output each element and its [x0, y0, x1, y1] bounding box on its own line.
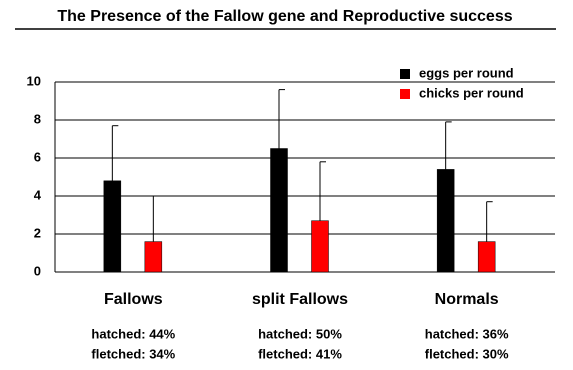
y-tick-label: 2 [34, 225, 41, 240]
annotation: hatched: 50% [258, 326, 342, 341]
legend-label: chicks per round [419, 85, 524, 100]
x-tick-label: split Fallows [252, 291, 348, 308]
y-tick-label: 0 [34, 263, 41, 278]
legend-label: eggs per round [419, 65, 514, 80]
error-bar [152, 195, 160, 242]
chart-title: The Presence of the Fallow gene and Repr… [57, 8, 512, 25]
annotation: fletched: 30% [425, 346, 509, 361]
y-tick-label: 6 [34, 149, 41, 164]
bar [436, 169, 455, 273]
y-tick-label: 8 [34, 111, 41, 126]
error-bar [111, 125, 119, 181]
annotation: hatched: 36% [425, 326, 509, 341]
annotation: fletched: 41% [258, 346, 342, 361]
legend-swatch [400, 89, 410, 99]
bar [144, 241, 163, 273]
y-tick-label: 10 [27, 73, 41, 88]
error-bar [486, 201, 493, 242]
x-tick-label: Fallows [104, 291, 163, 308]
error-bar [445, 121, 452, 170]
bar [311, 220, 329, 273]
legend-swatch [400, 69, 410, 79]
error-bar [278, 89, 285, 149]
bar [270, 148, 288, 273]
y-tick-label: 4 [34, 187, 42, 202]
x-tick-label: Normals [435, 291, 499, 308]
error-bar [319, 161, 326, 221]
bar [103, 180, 122, 273]
annotation: hatched: 44% [91, 326, 175, 341]
annotation: fletched: 34% [91, 346, 175, 361]
bar [477, 241, 496, 273]
